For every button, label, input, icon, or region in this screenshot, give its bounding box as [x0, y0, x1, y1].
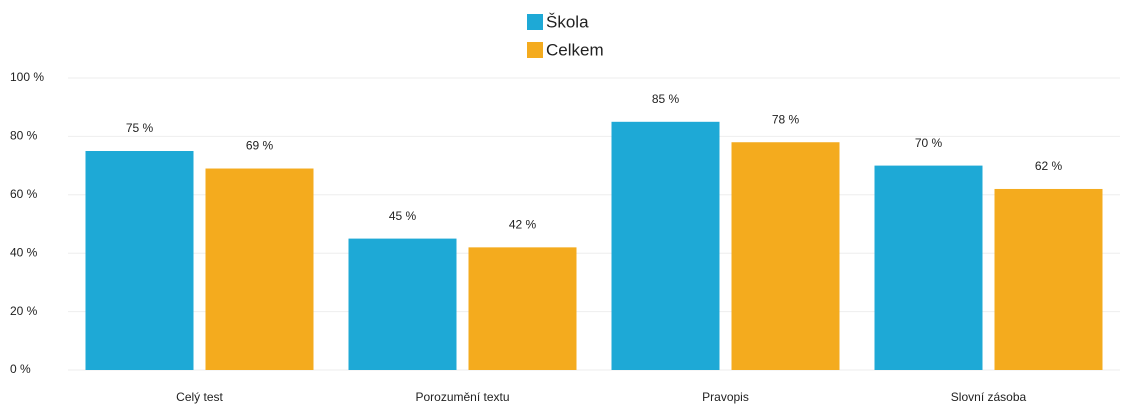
bar: [85, 151, 194, 370]
value-label: 62 %: [1035, 159, 1063, 173]
legend-label: Celkem: [546, 40, 604, 59]
value-label: 70 %: [915, 136, 943, 150]
value-label: 42 %: [509, 218, 537, 232]
legend-swatch: [527, 14, 543, 30]
y-tick-label: 60 %: [10, 187, 38, 201]
bar: [994, 188, 1103, 370]
value-label: 75 %: [126, 121, 154, 135]
bar: [731, 142, 840, 370]
value-label: 78 %: [772, 112, 800, 126]
x-tick-label: Porozumění textu: [415, 390, 509, 404]
y-tick-label: 100 %: [10, 70, 44, 84]
bar: [874, 165, 983, 370]
legend-label: Škola: [546, 12, 589, 31]
y-tick-label: 20 %: [10, 304, 38, 318]
y-tick-label: 40 %: [10, 245, 38, 259]
y-tick-label: 80 %: [10, 129, 38, 143]
bar: [205, 168, 314, 370]
y-tick-label: 0 %: [10, 362, 31, 376]
bar: [468, 247, 577, 370]
x-tick-label: Slovní zásoba: [951, 390, 1027, 404]
legend-swatch: [527, 42, 543, 58]
bar: [348, 238, 457, 370]
bar: [611, 121, 720, 370]
x-tick-label: Celý test: [176, 390, 223, 404]
value-label: 85 %: [652, 92, 680, 106]
value-label: 45 %: [389, 209, 417, 223]
x-tick-label: Pravopis: [702, 390, 749, 404]
value-label: 69 %: [246, 139, 274, 153]
